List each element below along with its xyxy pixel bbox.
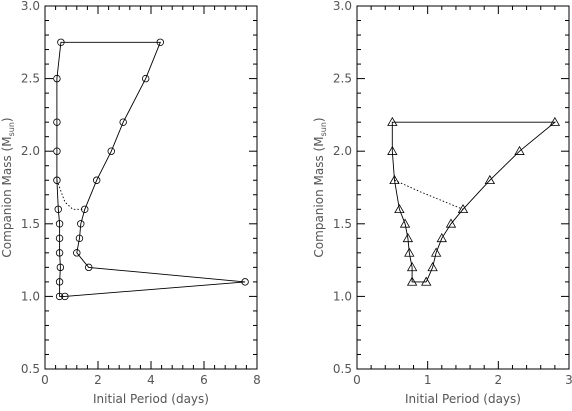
data-point-circle: [141, 74, 150, 83]
data-point-triangle: [430, 247, 442, 257]
x-tick-label: 2: [495, 373, 503, 387]
data-point-triangle: [445, 218, 457, 228]
data-point-triangle: [406, 262, 418, 272]
x-tick-label: 3: [565, 373, 572, 387]
solid-series-line: [391, 121, 557, 283]
data-point-circle: [54, 205, 62, 213]
data-point-triangle: [404, 247, 415, 257]
data-point-circle: [55, 278, 64, 286]
x-tick-label: 4: [147, 373, 155, 387]
y-tick-label: 2.0: [333, 144, 352, 158]
y-tick-label: 0.5: [333, 362, 352, 376]
y-tick-label: 1.0: [21, 289, 40, 303]
y-tick-label: 0.5: [21, 362, 40, 376]
data-point-circle: [53, 74, 61, 83]
x-tick-label: 1: [424, 373, 432, 387]
data-point-circle: [53, 176, 61, 184]
data-point-circle: [156, 38, 164, 46]
y-axis-label: Companion Mass (Msun): [0, 117, 16, 257]
dotted-series-line: [56, 180, 85, 210]
data-point-triangle: [399, 218, 411, 228]
y-tick-label: 1.5: [333, 217, 352, 231]
data-point-circle: [92, 176, 101, 184]
data-point-triangle: [421, 276, 432, 286]
data-point-circle: [119, 118, 127, 126]
y-tick-label: 3.0: [333, 0, 352, 13]
data-point-circle: [56, 263, 65, 272]
data-point-triangle: [387, 116, 398, 126]
solid-series-line: [56, 41, 246, 297]
data-point-triangle: [387, 145, 398, 155]
dotted-series-line: [394, 179, 464, 210]
y-tick-label: 1.0: [333, 289, 352, 303]
plot-frame: [356, 5, 570, 370]
x-tick-label: 6: [200, 373, 208, 387]
left-panel: 0 2 4 6 8 0.5 1.0 1.5 2.0 2.5 3.0 Initial Period (d…: [0, 0, 261, 406]
data-point-triangle: [457, 203, 469, 214]
plot-frame: [44, 5, 258, 370]
y-tick-label: 2.0: [21, 144, 40, 158]
y-tick-label: 3.0: [21, 0, 40, 13]
data-point-circle: [73, 249, 81, 257]
data-point-circle: [53, 118, 61, 126]
data-point-circle: [85, 263, 93, 272]
data-point-circle: [55, 234, 64, 243]
y-tick-label: 2.5: [21, 72, 40, 86]
data-point-triangle: [484, 174, 496, 185]
data-point-circle: [61, 292, 69, 301]
data-point-circle: [55, 249, 64, 257]
data-point-triangle: [394, 203, 405, 214]
data-point-triangle: [427, 262, 438, 272]
y-axis-label: Companion Mass (Msun): [312, 117, 328, 257]
data-point-circle: [57, 38, 65, 46]
x-axis-label: Initial Period (days): [93, 392, 209, 406]
y-tick-label: 2.5: [333, 72, 352, 86]
data-point-triangle: [389, 174, 400, 185]
data-point-triangle: [549, 116, 561, 126]
data-point-circle: [107, 147, 115, 155]
data-point-circle: [77, 220, 85, 228]
data-point-circle: [53, 147, 61, 155]
data-point-circle: [55, 220, 64, 228]
right-panel: 0 1 2 3 0.5 1.0 1.5 2.0 2.5 3.0 Initial Period (da…: [312, 0, 572, 406]
x-tick-label: 8: [253, 373, 261, 387]
y-tick-label: 1.5: [21, 217, 40, 231]
x-tick-label: 0: [41, 373, 49, 387]
x-tick-label: 2: [94, 373, 102, 387]
x-tick-label: 0: [353, 373, 361, 387]
data-point-triangle: [402, 233, 414, 243]
x-axis-label: Initial Period (days): [405, 392, 521, 406]
data-point-circle: [241, 278, 249, 286]
data-point-circle: [55, 292, 64, 301]
data-point-triangle: [436, 233, 447, 243]
data-point-triangle: [514, 145, 525, 155]
data-point-circle: [75, 234, 84, 243]
data-point-triangle: [406, 276, 418, 286]
